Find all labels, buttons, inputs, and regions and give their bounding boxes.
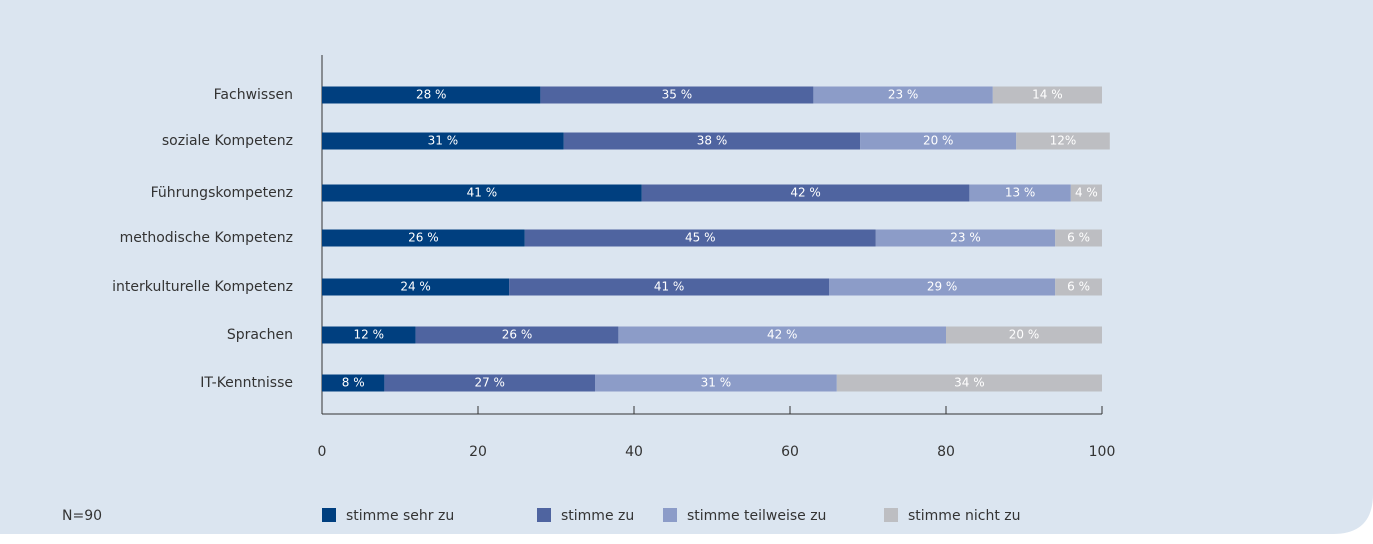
x-tick-label: 20 [469,444,487,460]
value-label: 12% [1050,134,1077,148]
bar-segment [618,326,946,344]
x-tick-label: 100 [1089,444,1116,460]
bar-segment [1070,184,1102,202]
y-tick-label: Sprachen [227,327,293,343]
value-label: 6 % [1067,231,1090,245]
y-tick-label: soziale Kompetenz [162,133,293,149]
bar-segment [322,374,385,392]
value-label: 27 % [474,376,505,390]
legend-swatch [884,508,898,522]
bar-segment [946,326,1102,344]
y-tick-label: IT-Kenntnisse [200,375,293,391]
value-label: 42 % [767,328,798,342]
bar-segment [322,184,642,202]
bar-segment [969,184,1071,202]
value-label: 24 % [400,280,431,294]
value-label: 23 % [950,231,981,245]
value-label: 35 % [662,88,693,102]
x-tick-label: 40 [625,444,643,460]
value-label: 14 % [1032,88,1063,102]
bar-segment [540,86,814,104]
bar-segment [813,86,993,104]
bar-segment [641,184,970,202]
value-label: 38 % [697,134,728,148]
bar-segment [563,132,861,150]
legend-label: stimme zu [561,508,634,524]
value-label: 23 % [888,88,919,102]
value-label: 45 % [685,231,716,245]
x-tick-label: 0 [318,444,327,460]
value-label: 28 % [416,88,447,102]
bar-segment [1055,278,1102,296]
x-tick-label: 60 [781,444,799,460]
note: N=90 [62,508,102,524]
bar-segment [595,374,837,392]
value-label: 41 % [467,186,498,200]
y-tick-label: interkulturelle Kompetenz [112,279,293,295]
bar-segment [860,132,1017,150]
y-tick-label: Führungskompetenz [151,185,293,201]
y-tick-label: Fachwissen [214,87,293,103]
bar-segment [875,229,1056,247]
value-label: 12 % [354,328,385,342]
bar-segment [322,132,564,150]
value-label: 29 % [927,280,958,294]
bar-segment [829,278,1056,296]
bar-segment [322,229,525,247]
value-label: 4 % [1075,186,1098,200]
value-label: 31 % [428,134,459,148]
value-label: 41 % [654,280,685,294]
value-label: 6 % [1067,280,1090,294]
bar-segment [415,326,619,344]
bar-segment [992,86,1102,104]
value-label: 8 % [342,376,365,390]
bar-segment [1016,132,1110,150]
value-label: 42 % [790,186,821,200]
bar-segment [836,374,1102,392]
x-tick-label: 80 [937,444,955,460]
value-label: 26 % [502,328,533,342]
value-label: 20 % [923,134,954,148]
y-tick-label: methodische Kompetenz [120,230,293,246]
legend-swatch [322,508,336,522]
value-label: 34 % [954,376,985,390]
bar-segment [384,374,595,392]
legend-label: stimme nicht zu [908,508,1021,524]
bar-segment [509,278,829,296]
legend-swatch [537,508,551,522]
legend-label: stimme sehr zu [346,508,454,524]
value-label: 26 % [408,231,439,245]
bar-segment [1055,229,1102,247]
bar-segment [322,278,510,296]
legend-label: stimme teilweise zu [687,508,826,524]
bar-segment [524,229,876,247]
value-label: 31 % [701,376,732,390]
legend-swatch [663,508,677,522]
bar-segment [322,326,416,344]
value-label: 20 % [1009,328,1040,342]
value-label: 13 % [1005,186,1036,200]
bar-segment [322,86,541,104]
